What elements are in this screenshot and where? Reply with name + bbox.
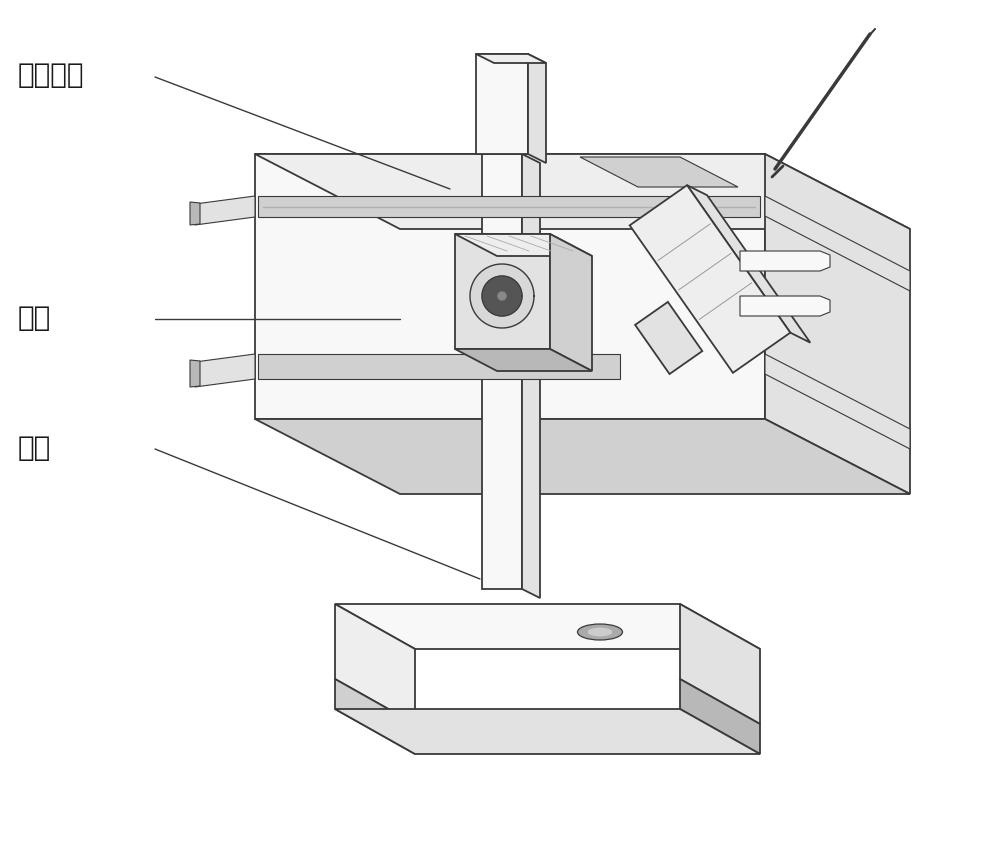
Polygon shape (255, 419, 910, 495)
Polygon shape (455, 235, 550, 349)
Polygon shape (498, 293, 506, 300)
Polygon shape (680, 679, 760, 754)
Text: 量块: 量块 (18, 434, 51, 462)
Polygon shape (740, 296, 830, 316)
Polygon shape (258, 197, 760, 218)
Polygon shape (482, 277, 522, 316)
Ellipse shape (578, 625, 622, 641)
Polygon shape (740, 252, 830, 272)
Polygon shape (255, 154, 765, 419)
Polygon shape (335, 604, 760, 649)
Polygon shape (190, 203, 200, 225)
Polygon shape (470, 265, 534, 328)
Polygon shape (476, 55, 528, 154)
Polygon shape (482, 154, 522, 589)
Polygon shape (195, 197, 255, 225)
Polygon shape (522, 154, 540, 598)
Polygon shape (455, 235, 592, 257)
Polygon shape (335, 679, 415, 754)
Polygon shape (580, 158, 738, 187)
Polygon shape (630, 186, 790, 373)
Polygon shape (455, 349, 592, 371)
Polygon shape (190, 360, 200, 387)
Polygon shape (765, 154, 910, 495)
Polygon shape (476, 55, 546, 64)
Polygon shape (258, 354, 620, 380)
Polygon shape (195, 354, 255, 387)
Polygon shape (765, 354, 910, 450)
Polygon shape (528, 55, 546, 164)
Polygon shape (255, 154, 910, 230)
Polygon shape (635, 303, 702, 375)
Text: 测量模块: 测量模块 (18, 61, 85, 89)
Ellipse shape (588, 628, 612, 636)
Polygon shape (765, 197, 910, 292)
Polygon shape (335, 604, 415, 724)
Polygon shape (550, 235, 592, 371)
Text: 支架: 支架 (18, 304, 51, 332)
Polygon shape (687, 186, 810, 344)
Polygon shape (680, 604, 760, 724)
Polygon shape (335, 709, 760, 754)
